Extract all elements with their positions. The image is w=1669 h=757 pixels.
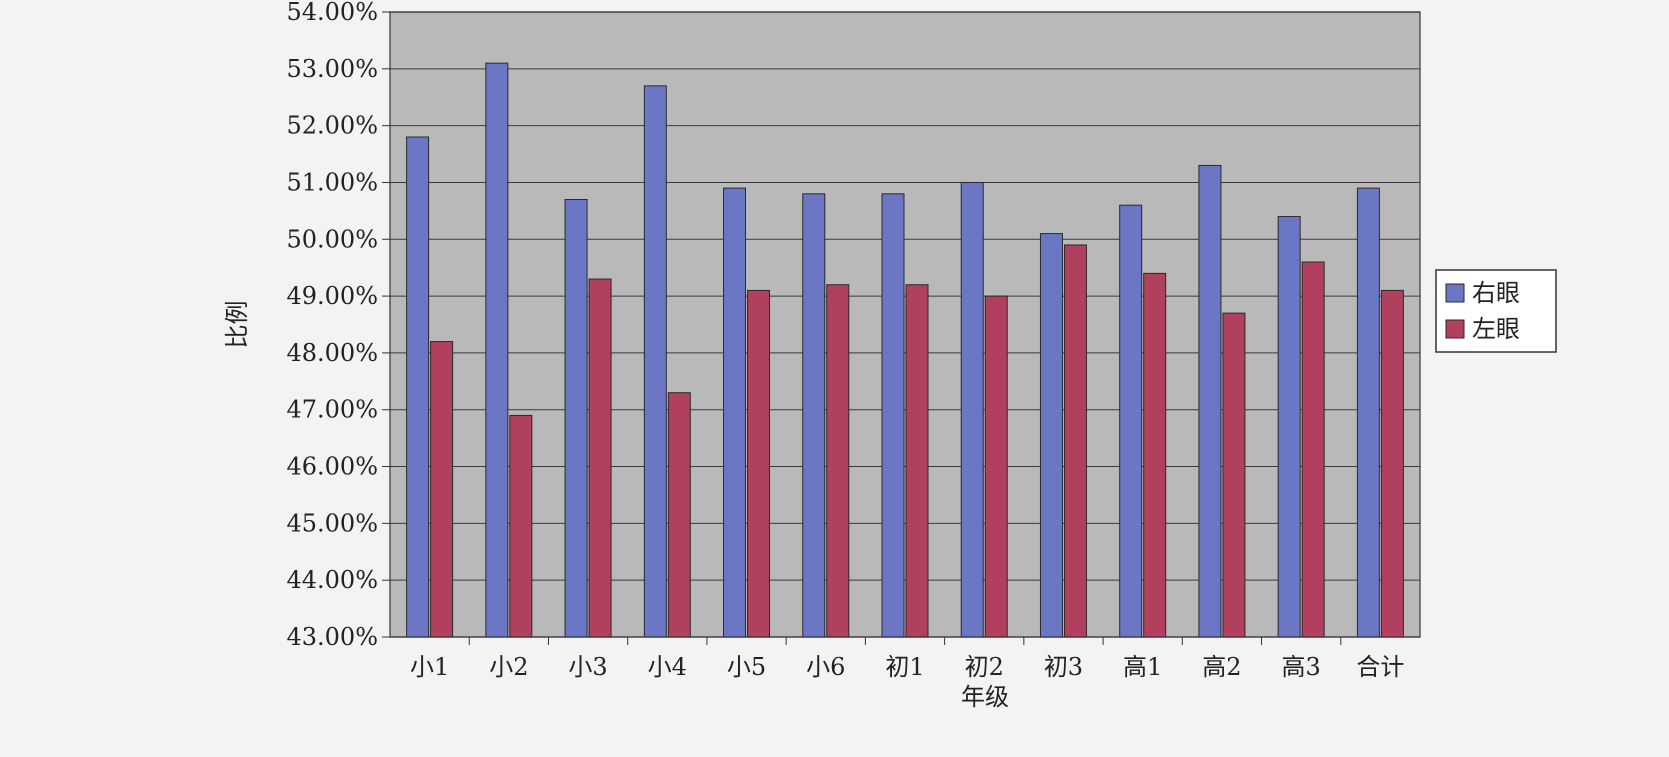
x-tick-label: 初1 [885, 653, 924, 681]
x-tick-label: 小6 [806, 653, 845, 681]
x-tick-label: 高3 [1282, 653, 1321, 681]
bar-left-eye [747, 289, 771, 638]
bar-left-eye [430, 341, 454, 638]
y-axis-ticks: 43.00% 44.00% 45.00% 46.00% 47.00% 48.00% 49.0… [286, 0, 390, 651]
bar-left-eye [1380, 289, 1404, 638]
y-tick-label: 49.00% [286, 282, 378, 310]
bar-left-eye [826, 284, 850, 638]
y-tick-label: 46.00% [286, 453, 378, 481]
legend-swatch [1445, 319, 1465, 339]
y-tick-label: 47.00% [286, 396, 378, 424]
bar-left-eye [509, 414, 533, 638]
bar-right-eye [802, 193, 826, 638]
bar-left-eye [1301, 261, 1325, 638]
bar-left-eye [905, 284, 929, 638]
x-tick-label: 高1 [1123, 653, 1162, 681]
bar-right-eye [485, 62, 509, 638]
bar-right-eye [1198, 164, 1222, 638]
x-tick-label: 小5 [727, 653, 766, 681]
y-tick-label: 53.00% [286, 55, 378, 83]
bar-right-eye [1356, 187, 1380, 638]
bar-left-eye [1063, 244, 1087, 638]
bar-left-eye [667, 392, 691, 638]
bar-right-eye [881, 193, 905, 638]
y-tick-label: 50.00% [286, 225, 378, 253]
x-tick-label: 初3 [1044, 653, 1083, 681]
bar-left-eye [588, 278, 612, 638]
x-axis-ticks: 小1 小2 小3 小4 小5 小6 初1 初2 初3 高1 高2 高3 合计 [410, 637, 1404, 681]
x-tick-label: 小2 [489, 653, 528, 681]
bar-right-eye [1039, 233, 1063, 638]
plot-area [389, 11, 1421, 638]
legend-swatch [1445, 283, 1465, 303]
bar-right-eye [960, 181, 984, 638]
y-tick-label: 51.00% [286, 168, 378, 196]
bar-left-eye [984, 295, 1008, 638]
bar-left-eye [1222, 312, 1246, 638]
bar-right-eye [406, 136, 430, 638]
x-axis-title: 年级 [961, 683, 1009, 711]
y-tick-label: 48.00% [286, 339, 378, 367]
bar-right-eye [723, 187, 747, 638]
bar-right-eye [564, 199, 588, 638]
bar-right-eye [1277, 216, 1301, 638]
y-tick-label: 54.00% [286, 0, 378, 26]
x-tick-label: 合计 [1356, 653, 1404, 681]
y-tick-label: 43.00% [286, 623, 378, 651]
y-axis-title: 比例 [223, 301, 251, 349]
x-tick-label: 高2 [1202, 653, 1241, 681]
y-tick-label: 44.00% [286, 566, 378, 594]
bar-left-eye [1143, 272, 1167, 638]
legend-label: 右眼 [1472, 279, 1520, 307]
bars [406, 62, 1404, 638]
y-tick-label: 45.00% [286, 509, 378, 537]
x-tick-label: 小3 [568, 653, 607, 681]
x-tick-label: 小1 [410, 653, 449, 681]
y-tick-label: 52.00% [286, 112, 378, 140]
bar-right-eye [643, 85, 667, 638]
gridlines [390, 11, 1420, 638]
bar-right-eye [1119, 204, 1143, 638]
legend-label: 左眼 [1472, 315, 1520, 343]
x-tick-label: 初2 [965, 653, 1004, 681]
x-tick-label: 小4 [648, 653, 687, 681]
